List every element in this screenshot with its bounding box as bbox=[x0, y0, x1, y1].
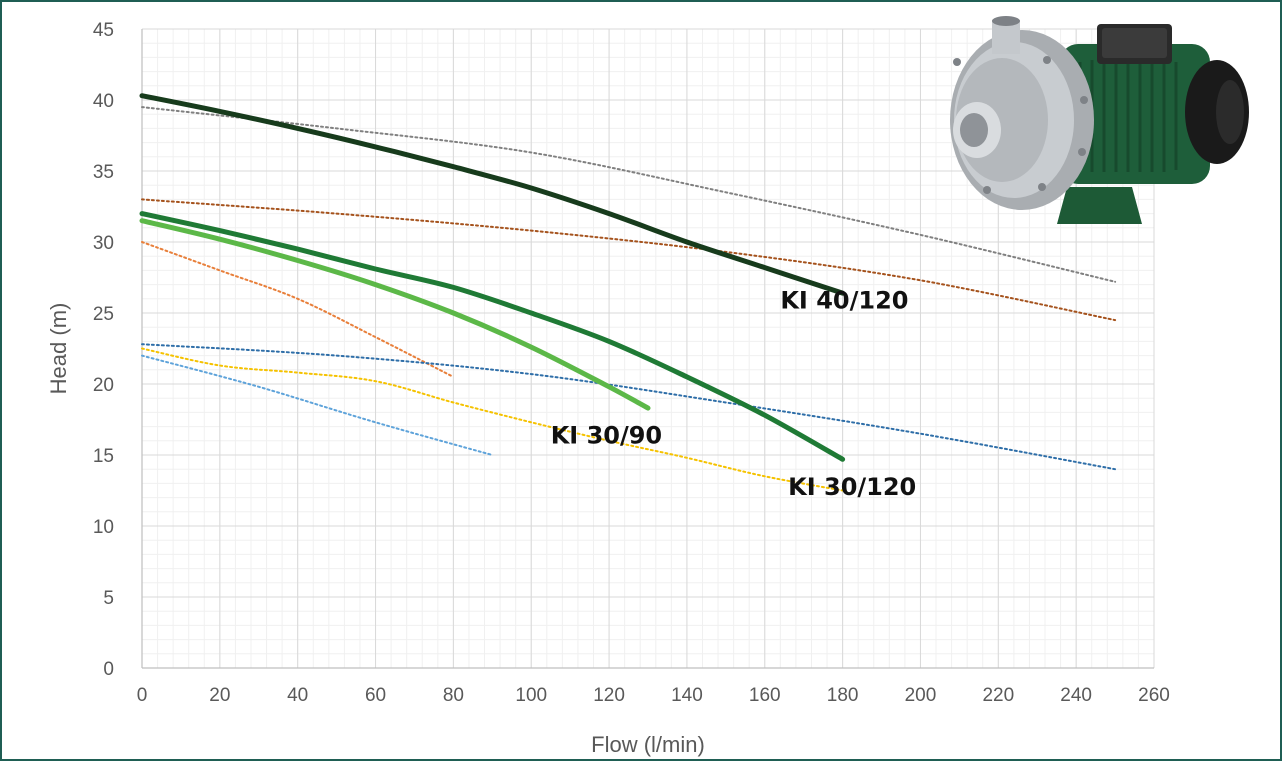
curves bbox=[139, 93, 1117, 492]
series-dotted-1 bbox=[141, 198, 1117, 322]
x-tick-label: 180 bbox=[827, 685, 859, 706]
x-tick-label: 20 bbox=[209, 685, 230, 706]
series-ki-30-90 bbox=[139, 218, 651, 411]
y-tick-label: 35 bbox=[93, 162, 114, 183]
series-dotted-4 bbox=[141, 347, 844, 492]
y-tick-label: 20 bbox=[93, 375, 114, 396]
x-tick-label: 0 bbox=[137, 685, 148, 706]
x-tick-label: 220 bbox=[982, 685, 1014, 706]
series-dotted-3 bbox=[141, 343, 1117, 471]
series-dotted-5 bbox=[141, 354, 494, 456]
x-tick-label: 200 bbox=[905, 685, 937, 706]
series-dotted-0 bbox=[141, 106, 1117, 283]
x-axis-title: Flow (l/min) bbox=[591, 732, 705, 757]
x-tick-label: 260 bbox=[1138, 685, 1170, 706]
y-tick-label: 15 bbox=[93, 446, 114, 467]
x-tick-label: 120 bbox=[593, 685, 625, 706]
y-tick-label: 25 bbox=[93, 304, 114, 325]
y-tick-label: 45 bbox=[93, 20, 114, 41]
x-tick-label: 60 bbox=[365, 685, 386, 706]
series-ki-40-120 bbox=[139, 93, 846, 296]
series-ki-30-120 bbox=[139, 211, 846, 462]
x-tick-label: 240 bbox=[1060, 685, 1092, 706]
x-tick-label: 80 bbox=[443, 685, 464, 706]
curve-label: KI 40/120 bbox=[780, 287, 908, 315]
pump-photo bbox=[950, 16, 1249, 224]
y-tick-label: 40 bbox=[93, 91, 114, 112]
x-tick-label: 40 bbox=[287, 685, 308, 706]
x-tick-label: 160 bbox=[749, 685, 781, 706]
curve-label: KI 30/90 bbox=[551, 422, 662, 450]
axes: 0 20 40 60 80 100 120 140 160 180 200 220 240 260 0 5 10… bbox=[46, 20, 1170, 757]
y-tick-label: 0 bbox=[103, 659, 114, 680]
curve-label: KI 30/120 bbox=[788, 473, 916, 501]
series-dotted-2 bbox=[141, 241, 455, 378]
y-tick-label: 5 bbox=[103, 588, 114, 609]
y-tick-label: 30 bbox=[93, 233, 114, 254]
curve-labels: KI 40/120 KI 30/90 KI 30/120 bbox=[551, 287, 917, 501]
x-tick-label: 140 bbox=[671, 685, 703, 706]
x-tick-label: 100 bbox=[515, 685, 547, 706]
y-tick-label: 10 bbox=[93, 517, 114, 538]
y-axis-title: Head (m) bbox=[46, 303, 71, 395]
